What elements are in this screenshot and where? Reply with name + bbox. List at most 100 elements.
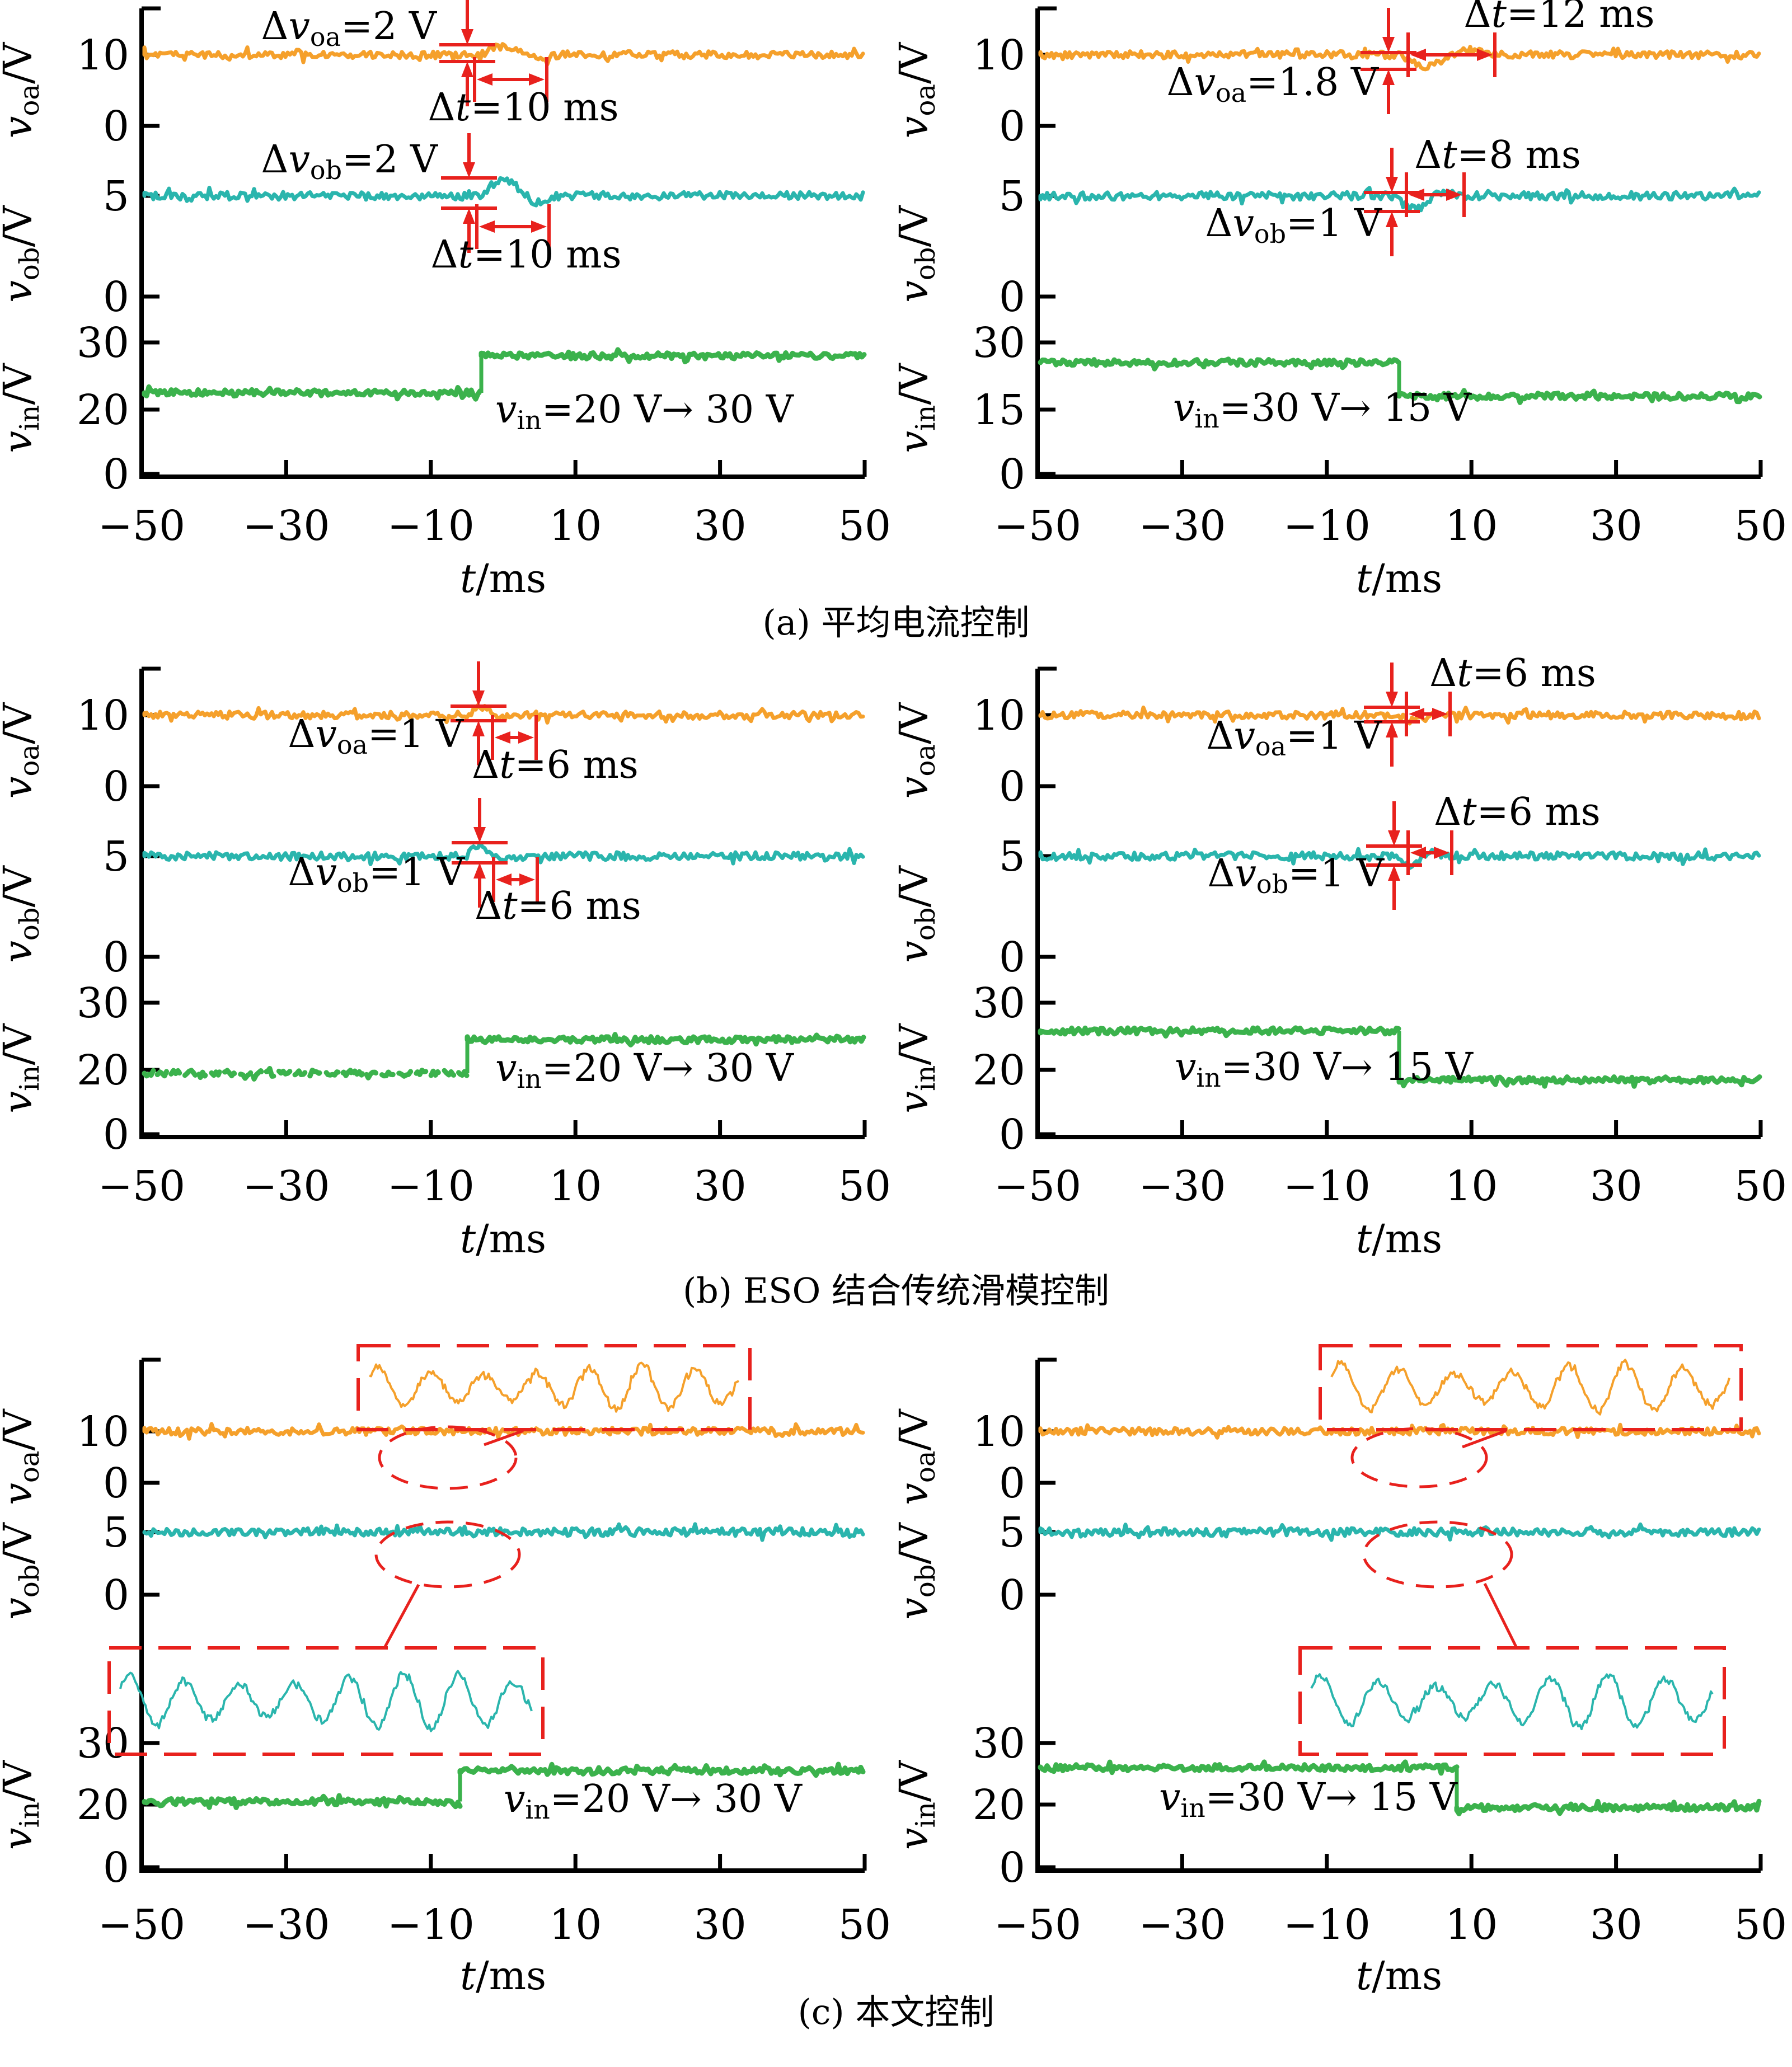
annotation-voa-dv: Δvoa=1 V: [1206, 714, 1383, 762]
y-tick-label: 0: [999, 1571, 1025, 1619]
delta-v-measure: [1361, 8, 1416, 114]
arrowhead-icon: [519, 873, 535, 886]
inset-ripple-trace: [1310, 1673, 1714, 1731]
y-axis-label-vob: vob/V: [891, 865, 941, 963]
arrowhead-icon: [463, 162, 475, 178]
vob-trace: [142, 176, 865, 208]
vin-trace-before: [1038, 356, 1401, 372]
y-tick-label: 0: [103, 102, 129, 151]
x-tick-label: 50: [1734, 1901, 1787, 1949]
y-axis-label-vob: vob/V: [0, 865, 45, 963]
x-tick-label: 10: [549, 1162, 602, 1210]
x-tick-label: −10: [1283, 502, 1371, 550]
y-axis-label-voa: voa/V: [0, 41, 45, 138]
arrowhead-icon: [1477, 49, 1493, 61]
vob-ripple-inset: [107, 1520, 545, 1756]
y-tick-label: 0: [999, 1111, 1025, 1159]
vin-trace-after: [1454, 1798, 1762, 1816]
arrowhead-icon: [1386, 692, 1398, 707]
y-tick-label: 5: [103, 172, 129, 220]
vin-step-label: vin=20 V→ 30 V: [495, 1046, 795, 1094]
y-tick-label: 0: [999, 450, 1025, 499]
x-tick-label: −10: [387, 1901, 475, 1949]
vin-trace-before: [142, 1793, 463, 1810]
y-tick-label: 10: [77, 31, 129, 79]
y-axis-label-vin: vin/V: [891, 363, 941, 453]
caption-row-c: (c) 本文控制: [798, 1991, 994, 2032]
arrowhead-icon: [1388, 830, 1400, 846]
delta-v-measure: [439, 0, 495, 106]
arrowhead-icon: [463, 208, 475, 224]
y-axis-label-vob: vob/V: [891, 205, 941, 303]
arrowhead-icon: [495, 731, 510, 744]
x-tick-label: 30: [694, 1162, 747, 1210]
arrowhead-icon: [461, 62, 473, 77]
x-tick-label: −50: [98, 1162, 185, 1210]
annotation-vob-dt: Δt=6 ms: [475, 884, 641, 928]
x-tick-label: 50: [1734, 1162, 1787, 1210]
x-tick-label: −50: [98, 502, 185, 550]
arrowhead-icon: [1386, 722, 1398, 737]
y-tick-label: 0: [999, 933, 1025, 981]
x-tick-label: 50: [1734, 502, 1787, 550]
delta-v-measure: [1366, 801, 1422, 910]
annotation-voa-dv: Δvoa=1 V: [288, 712, 465, 760]
delta-t-measure: [473, 57, 548, 102]
delta-v-measure: [452, 798, 508, 908]
y-axis-label-vin: vin/V: [0, 363, 45, 453]
arrowhead-icon: [518, 731, 534, 744]
y-tick-label: 10: [77, 692, 129, 740]
delta-v-measure: [1364, 148, 1420, 256]
x-tick-label: 30: [1590, 502, 1643, 550]
vin-trace-after: [1396, 388, 1762, 405]
arrowhead-icon: [472, 721, 485, 736]
zoom-ellipse: [378, 1425, 518, 1490]
zoom-ellipse: [1362, 1520, 1513, 1589]
voa-trace: [1038, 1422, 1761, 1440]
y-tick-label: 5: [999, 833, 1025, 881]
y-axis-label-voa: voa/V: [891, 702, 941, 798]
x-tick-label: −10: [387, 1162, 475, 1210]
y-axis-label-voa: voa/V: [0, 702, 45, 798]
y-axis-label-vob: vob/V: [0, 1522, 45, 1620]
voa-trace: [142, 1422, 865, 1441]
y-tick-label: 10: [973, 1408, 1025, 1456]
vin-step-label: vin=30 V→ 15 V: [1175, 1045, 1474, 1093]
delta-t-measure: [492, 857, 539, 902]
annotation-vob-dt: Δt=8 ms: [1414, 133, 1581, 177]
arrowhead-icon: [1388, 865, 1400, 881]
vin-trace-before: [142, 1066, 470, 1082]
voa-ripple-inset: [356, 1344, 752, 1490]
y-tick-label: 10: [77, 1408, 129, 1456]
arrowhead-icon: [496, 873, 512, 886]
voa-trace: [142, 703, 865, 725]
x-axis-label: t/ms: [1356, 1216, 1442, 1262]
x-tick-label: −30: [1138, 1901, 1226, 1949]
x-tick-label: −50: [994, 502, 1081, 550]
zoom-connector: [1462, 1429, 1507, 1449]
vob-trace: [1038, 1522, 1761, 1542]
y-tick-label: 20: [973, 1781, 1025, 1829]
inset-ripple-trace: [119, 1670, 533, 1732]
y-tick-label: 30: [77, 979, 129, 1027]
zoom-connector: [383, 1584, 420, 1648]
x-tick-label: −30: [1138, 502, 1226, 550]
arrowhead-icon: [1409, 708, 1424, 720]
x-tick-label: 10: [1445, 502, 1498, 550]
arrowhead-icon: [1446, 189, 1462, 201]
axes: 1005030200−50−30−10103050t/msvoa/Vvob/Vv…: [0, 6, 891, 602]
y-tick-label: 0: [103, 1571, 129, 1619]
panel-b-left: 1005030200−50−30−10103050t/msvoa/Vvob/Vv…: [0, 661, 891, 1262]
y-tick-label: 0: [103, 450, 129, 499]
zoom-connector: [1483, 1582, 1518, 1648]
y-tick-label: 5: [999, 172, 1025, 220]
delta-t-measure: [491, 715, 538, 760]
delta-v-measure: [451, 661, 506, 765]
arrowhead-icon: [531, 220, 547, 233]
annotation-voa-dv: Δvoa=2 V: [261, 4, 438, 52]
y-tick-label: 20: [77, 1781, 129, 1829]
arrowhead-icon: [1386, 212, 1398, 227]
vin-trace-after: [457, 1761, 866, 1778]
